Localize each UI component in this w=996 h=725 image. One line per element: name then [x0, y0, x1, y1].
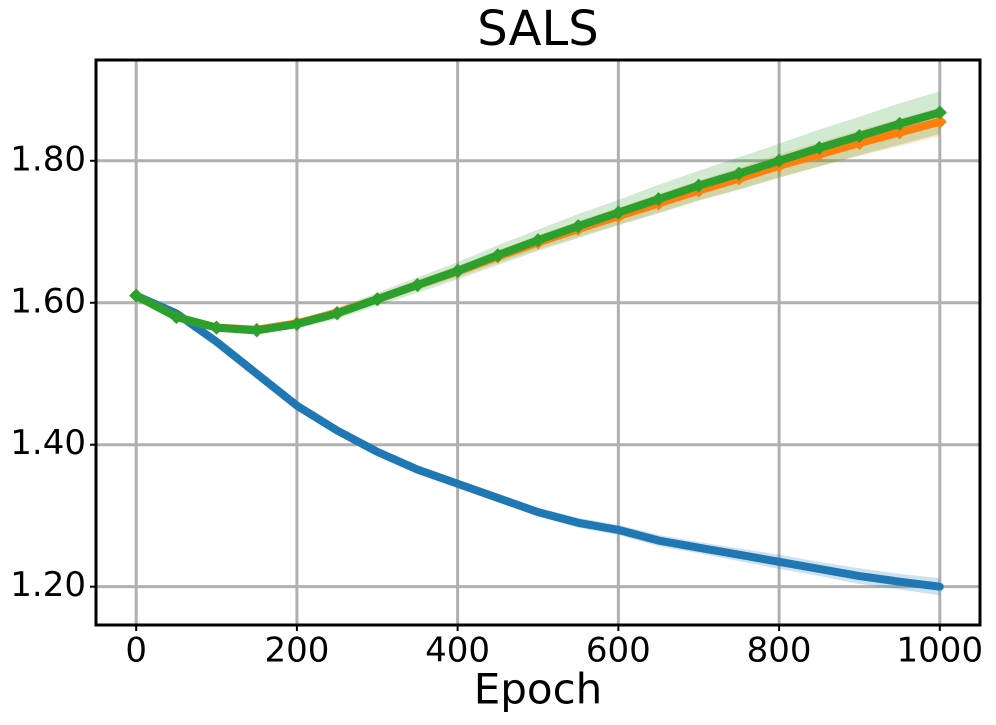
marker: [289, 317, 304, 332]
marker: [812, 141, 827, 156]
marker: [651, 192, 666, 207]
x-tick-label: 600: [586, 631, 651, 671]
marker: [731, 166, 746, 181]
marker: [169, 309, 184, 324]
x-axis-label: Epoch: [474, 665, 603, 714]
y-tick-label: 1.20: [10, 565, 86, 605]
y-tick-label: 1.80: [10, 139, 86, 179]
marker: [490, 248, 505, 263]
marker: [450, 263, 465, 278]
line: [132, 291, 944, 591]
y-tick-label: 1.60: [10, 281, 86, 321]
chart-title: SALS: [477, 1, 598, 57]
marker: [932, 114, 947, 129]
marker: [892, 116, 907, 131]
marker: [932, 105, 947, 120]
marker: [852, 128, 867, 143]
marker: [129, 288, 144, 303]
x-tick-label: 0: [125, 631, 147, 671]
marker: [531, 233, 545, 248]
marker: [249, 323, 264, 338]
marker: [410, 278, 425, 293]
x-tick-label: 1000: [897, 631, 984, 671]
plot-frame: [94, 58, 982, 627]
marker: [209, 320, 224, 335]
marker: [892, 125, 907, 140]
marker: [330, 306, 345, 321]
marker: [611, 205, 626, 220]
x-tick-label: 800: [747, 631, 812, 671]
confidence-band: [136, 91, 940, 334]
y-tick-label: 1.40: [10, 423, 86, 463]
marker: [691, 178, 706, 193]
marker: [571, 219, 586, 234]
x-tick-label: 200: [264, 631, 329, 671]
x-tick-label: 400: [425, 631, 490, 671]
marker: [772, 153, 787, 168]
marker: [370, 292, 385, 307]
